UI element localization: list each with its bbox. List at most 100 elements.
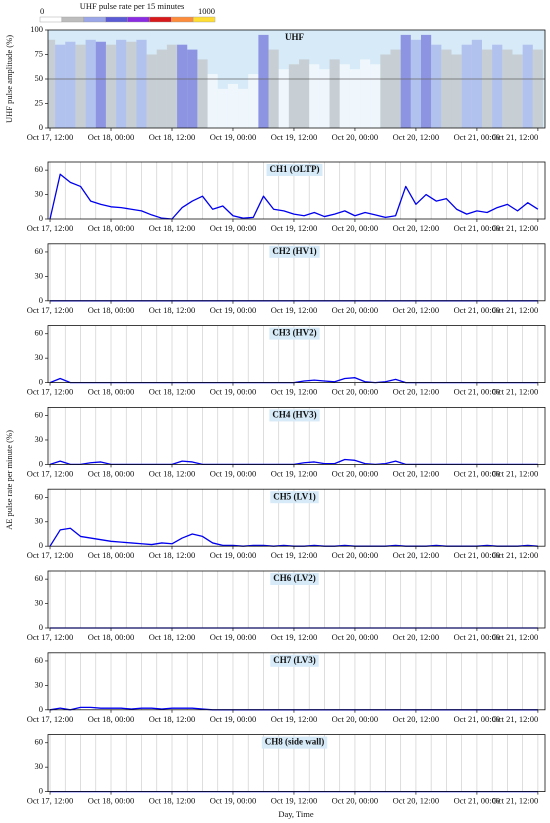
heatmap-bin [146,54,157,128]
y-tick-label: 60 [35,409,44,419]
y-tick-label: 75 [35,48,44,58]
heatmap-bin [126,41,137,128]
x-tick-label: Oct 19, 12:00 [271,550,318,560]
y-tick-label: 60 [35,573,44,583]
colorbar-swatch [171,16,194,23]
heatmap-bin [512,54,523,128]
x-tick-label: Oct 20, 00:00 [332,305,379,315]
panel-title: CH8 (side wall) [265,737,325,747]
heatmap-bin [85,39,96,128]
panel-title-background [266,164,323,176]
x-tick-label: Oct 21, 12:00 [492,132,539,142]
x-tick-label: Oct 17, 12:00 [27,714,74,724]
y-tick-label: 0 [39,458,43,468]
y-tick-label: 100 [30,24,43,34]
panel-title: CH1 (OLTP) [270,164,320,174]
x-tick-label: Oct 18, 12:00 [149,632,196,642]
heatmap-bin [55,44,66,128]
y-tick-label: 30 [35,352,44,362]
plot-frame [47,406,546,465]
heatmap-bin [451,54,462,128]
plot-frame [47,734,546,792]
heatmap-bin [65,41,76,128]
x-tick-label: Oct 20, 12:00 [393,714,440,724]
heatmap-bin [421,34,432,128]
heatmap-bin [461,44,472,128]
x-tick-label: Oct 21, 12:00 [492,223,539,233]
y-axis-label: AE pulse rate per minute (%) [4,430,14,530]
plot-frame [47,243,546,302]
x-tick-label: Oct 18, 00:00 [88,632,135,642]
heatmap-bin [258,34,269,128]
x-tick-label: Oct 21, 00:00 [454,223,501,233]
heatmap-bin [390,49,401,128]
panel-title-background [270,491,319,504]
plot-frame [47,570,546,629]
x-tick-label: Oct 17, 12:00 [27,223,74,233]
x-tick-label: Oct 20, 00:00 [332,550,379,560]
panel-title: UHF [285,32,305,42]
x-tick-label: Oct 20, 12:00 [393,223,440,233]
x-tick-label: Oct 19, 00:00 [210,132,257,142]
panel-title: CH3 (HV2) [272,328,316,338]
colorbar-swatch [127,16,150,23]
y-tick-label: 30 [35,434,44,444]
heatmap-bin [288,64,300,128]
y-tick-label: 0 [39,295,43,305]
heatmap-bin [238,88,249,128]
panel-title: CH4 (HV3) [272,409,316,419]
y-tick-label: 30 [35,189,44,199]
colorbar-swatch [61,16,84,23]
heatmap-bin [522,44,533,128]
y-tick-label: 0 [39,377,43,387]
y-tick-label: 30 [35,761,44,771]
x-tick-label: Oct 20, 00:00 [332,796,379,806]
y-tick-label: 0 [39,704,43,714]
heatmap-bin [441,49,452,128]
x-tick-label: Oct 21, 00:00 [454,632,501,642]
x-tick-label: Oct 19, 00:00 [210,468,257,478]
x-tick-label: Oct 21, 12:00 [492,550,539,560]
y-tick-label: 60 [35,491,44,501]
plot-frame [47,325,546,384]
colorbar-swatch [105,16,128,23]
x-tick-label: Oct 18, 00:00 [88,468,135,478]
x-tick-label: Oct 20, 00:00 [332,468,379,478]
x-tick-label: Oct 21, 12:00 [492,468,539,478]
x-tick-label: Oct 18, 00:00 [88,132,135,142]
heatmap-bin [309,64,320,128]
x-tick-label: Oct 19, 12:00 [271,305,318,315]
x-tick-label: Oct 18, 00:00 [88,305,135,315]
y-tick-label: 0 [39,122,43,132]
x-tick-label: Oct 18, 00:00 [88,223,135,233]
colorbar-label: UHF pulse rate per 15 minutes [80,1,185,11]
x-tick-label: Oct 19, 00:00 [210,305,257,315]
panel-title-background [270,654,319,667]
x-tick-label: Oct 19, 00:00 [210,632,257,642]
heatmap-bin [48,39,56,128]
x-tick-label: Oct 19, 12:00 [271,132,318,142]
heatmap-bin [481,49,493,128]
x-tick-label: Oct 18, 12:00 [149,132,196,142]
heatmap-bin [227,83,239,128]
x-tick-label: Oct 21, 00:00 [454,132,501,142]
x-tick-label: Oct 21, 00:00 [454,796,501,806]
y-tick-label: 30 [35,679,44,689]
heatmap-bin [532,49,543,128]
x-tick-label: Oct 21, 00:00 [454,714,501,724]
colorbar-tick-label: 1000 [198,6,215,16]
x-tick-label: Oct 20, 12:00 [393,387,440,397]
panel-title-background [261,736,328,749]
x-tick-label: Oct 19, 00:00 [210,796,257,806]
colorbar-tick-label: 0 [40,6,44,16]
x-tick-label: Oct 18, 12:00 [149,223,196,233]
heatmap-bin [299,59,310,128]
plot-frame [47,488,546,547]
y-tick-label: 25 [35,97,44,107]
heatmap-bin [75,44,86,128]
x-tick-label: Oct 21, 12:00 [492,632,539,642]
y-tick-label: 30 [35,516,44,526]
heatmap-bin [268,49,279,128]
panel-title: CH5 (LV1) [273,491,315,501]
